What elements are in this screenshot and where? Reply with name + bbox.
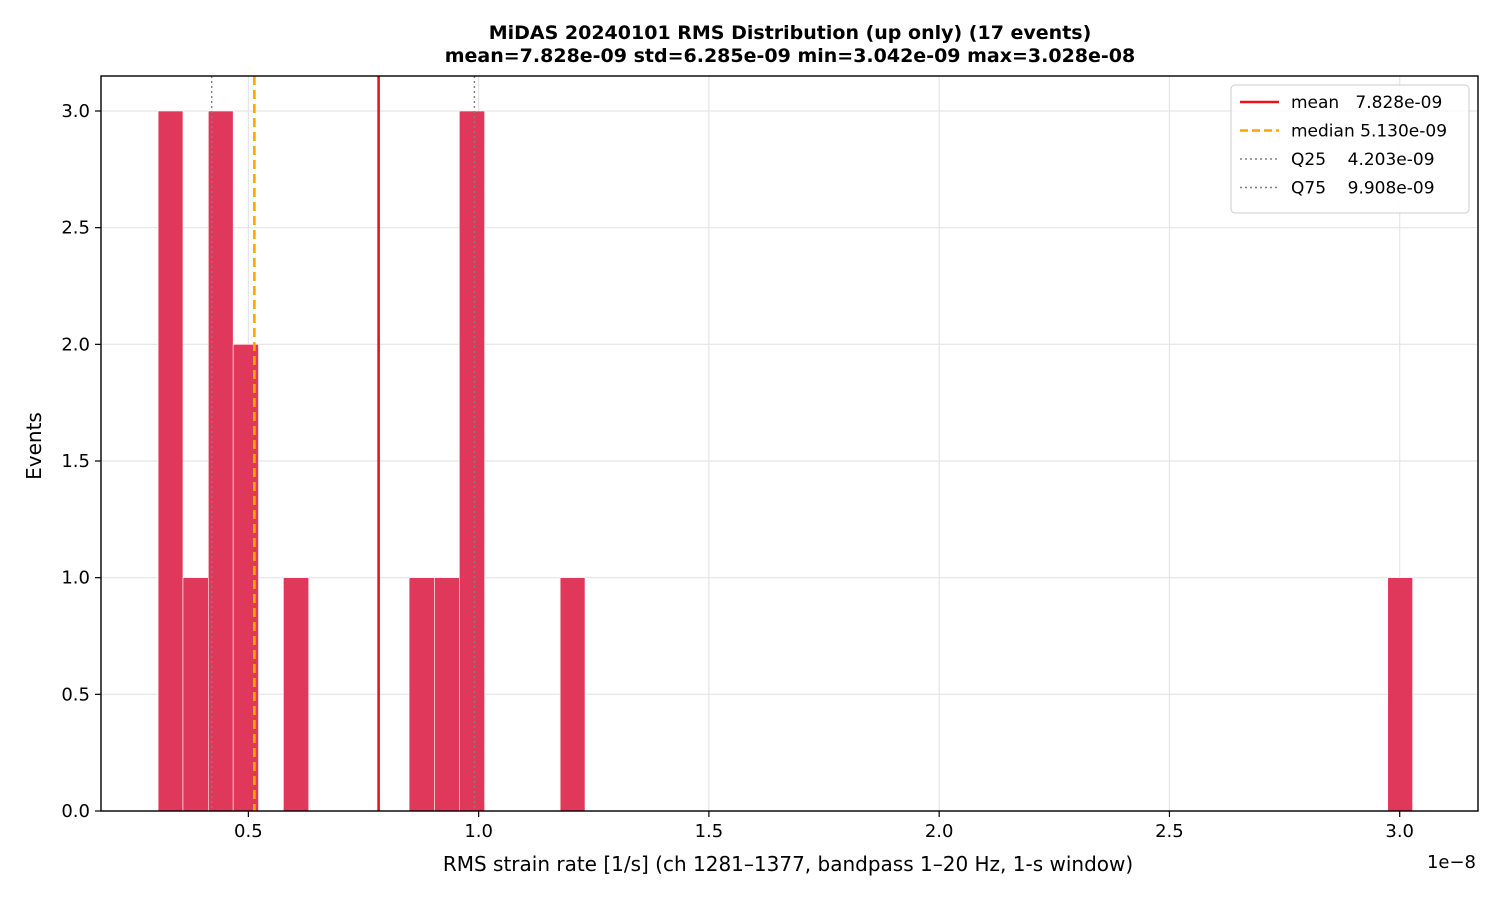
y-tick-label: 0.0 [61, 801, 90, 822]
y-tick-label: 3.0 [61, 101, 90, 122]
y-tick-label: 2.0 [61, 334, 90, 355]
legend-box [1230, 84, 1470, 214]
plot-frame [100, 75, 1479, 812]
histogram-bar [157, 110, 184, 812]
y-tick-label: 2.5 [61, 218, 90, 239]
histogram-bar [208, 110, 234, 812]
y-tick-label: 1.0 [61, 568, 90, 589]
legend: mean 7.828e-09 median 5.130e-09 Q25 4.203e… [1230, 84, 1470, 214]
y-tick-label: 0.5 [61, 684, 90, 705]
y-axis-ticks: 0.0 0.5 1.0 1.5 2.0 2.5 3.0 [61, 101, 101, 822]
legend-label-q75: Q75 9.908e-09 [1291, 179, 1435, 199]
histogram-bar [182, 577, 209, 812]
legend-label-q25: Q25 4.203e-09 [1291, 150, 1435, 170]
histogram-bar [1387, 577, 1413, 812]
histogram-bar [458, 110, 485, 812]
y-axis-label: Events [22, 412, 46, 480]
histogram-bar [434, 577, 460, 812]
y-tick-label: 1.5 [61, 451, 90, 472]
histogram-bar [283, 577, 310, 812]
reference-lines [210, 76, 476, 811]
legend-label-median: median 5.130e-09 [1291, 122, 1447, 142]
chart-title: MiDAS 20240101 RMS Distribution (up only… [489, 22, 1092, 44]
x-tick-label: 1.5 [695, 821, 724, 842]
x-tick-label: 0.5 [234, 821, 263, 842]
legend-label-mean: mean 7.828e-09 [1291, 93, 1442, 113]
x-axis-ticks: 0.5 1.0 1.5 2.0 2.5 3.0 [234, 811, 1414, 842]
x-tick-label: 2.5 [1155, 821, 1184, 842]
x-tick-label: 3.0 [1385, 821, 1414, 842]
chart-subtitle: mean=7.828e-09 std=6.285e-09 min=3.042e-… [445, 45, 1136, 67]
bars [157, 110, 1413, 812]
histogram-bar [559, 577, 586, 812]
x-tick-label: 1.0 [464, 821, 493, 842]
x-axis-scale-label: 1e−8 [1427, 852, 1476, 873]
x-axis-label: RMS strain rate [1/s] (ch 1281–1377, ban… [443, 852, 1133, 876]
histogram-bar [408, 577, 435, 812]
x-tick-label: 2.0 [925, 821, 954, 842]
